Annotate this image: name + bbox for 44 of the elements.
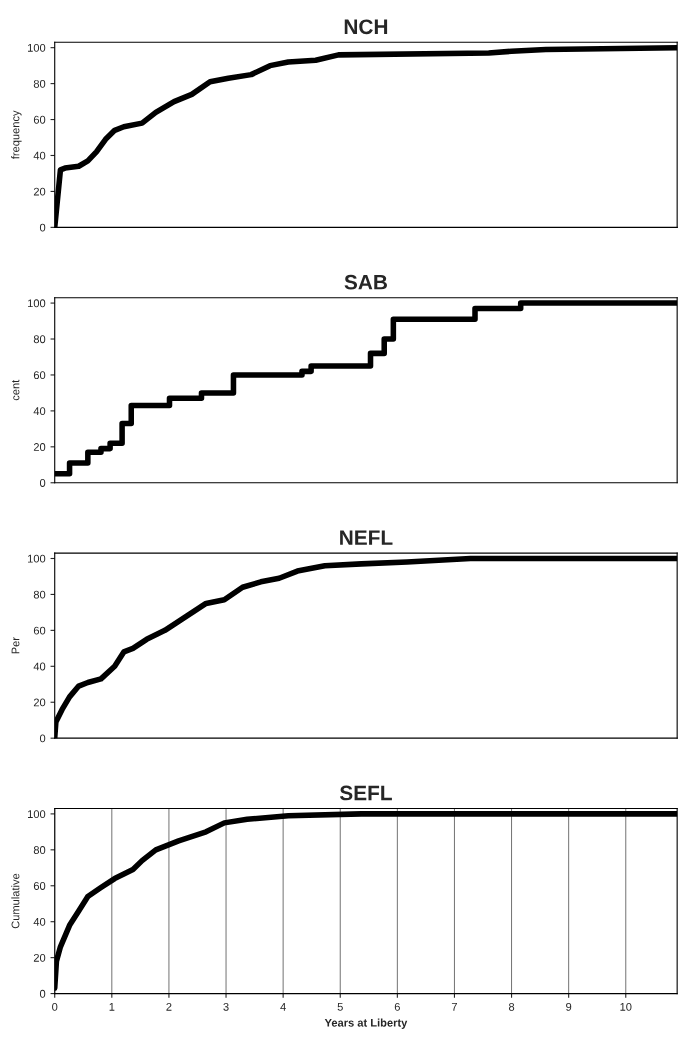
x-tick-label: 2: [166, 1002, 172, 1011]
y-axis-title: Per: [11, 637, 20, 654]
y-axis-title: cent: [12, 379, 20, 401]
chart-title: SAB: [344, 274, 387, 290]
y-axis-title: frequency: [11, 110, 22, 160]
y-tick-label: 60: [33, 626, 46, 635]
x-tick-label: 1: [109, 1003, 115, 1011]
x-tick-label: 5: [337, 1003, 343, 1011]
chart-title: NEFL: [340, 530, 393, 545]
y-tick-label: 60: [33, 371, 46, 380]
y-tick-label: 80: [33, 846, 46, 854]
x-tick-label: 3: [223, 1002, 229, 1011]
x-tick-label: 8: [508, 1002, 515, 1011]
y-tick-label: 0: [39, 223, 46, 232]
y-tick-label: 20: [33, 187, 46, 196]
x-tick-label: 4: [280, 1003, 286, 1011]
y-tick-label: 20: [33, 698, 46, 707]
chart-title: NCH: [344, 19, 388, 35]
y-tick-label: 80: [33, 79, 46, 88]
x-tick-label: 10: [620, 1002, 632, 1011]
x-tick-label: 0: [52, 1002, 58, 1011]
y-tick-label: 60: [33, 115, 46, 124]
y-tick-label: 100: [28, 810, 46, 819]
y-tick-label: 20: [33, 443, 46, 451]
y-tick-label: 100: [28, 43, 46, 52]
y-tick-label: 0: [39, 989, 46, 998]
y-tick-label: 80: [33, 335, 46, 344]
chart-title: SEFL: [339, 785, 392, 801]
y-axis-title: Cumulative: [11, 873, 20, 929]
y-tick-label: 40: [33, 151, 46, 160]
x-tick-label: 7: [451, 1003, 457, 1011]
y-tick-label: 40: [33, 662, 46, 671]
y-tick-label: 40: [33, 917, 46, 926]
y-tick-label: 0: [39, 734, 46, 743]
y-tick-label: 20: [33, 953, 46, 962]
y-tick-label: 0: [39, 479, 46, 487]
x-tick-label: 6: [394, 1002, 400, 1011]
y-tick-label: 80: [33, 590, 46, 599]
x-axis-title: Years at Liberty: [324, 1018, 408, 1029]
y-tick-label: 40: [33, 407, 46, 416]
y-tick-label: 100: [28, 554, 46, 563]
y-tick-label: 100: [28, 299, 46, 308]
y-tick-label: 60: [33, 882, 46, 890]
x-tick-label: 9: [566, 1002, 572, 1011]
